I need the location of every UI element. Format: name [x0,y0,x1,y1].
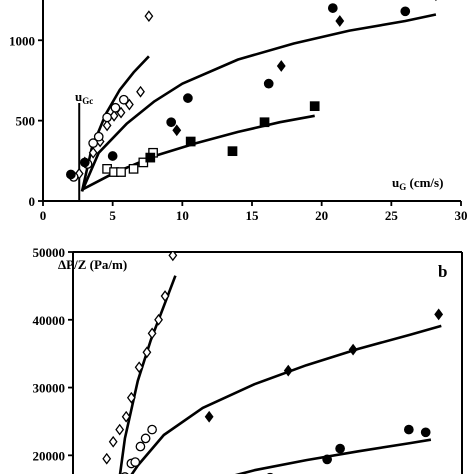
panel-b-point-open-circle [135,441,146,452]
x-axis-annotation-unit: (cm/s) [406,175,443,190]
panel-b-point-open-diamond [147,327,157,340]
panel-a-x-tick-label: 25 [385,208,399,223]
panel-a-point-open-circle [88,138,99,148]
y-axis-annotation: ΔP/Z (Pa/m) [58,257,127,272]
panel-b-point-open-diamond [168,252,178,262]
panel-a-x-ticks: 0 5 10 15 20 25 30 [40,201,468,223]
panel-a-point-open-circle [110,102,121,113]
panel-b-fit-curves [118,275,442,474]
panel-b-point-filled-circle [322,454,332,465]
panel-a-y-tick-label: 500 [16,114,36,129]
panel-b-point-filled-circle [335,443,345,454]
panel-a-point-open-square [128,164,139,174]
critical-velocity-label-main: u [75,89,82,104]
panel-a-point-open-diamond [144,10,154,23]
panel-a-x-tick-label: 0 [40,208,47,223]
panel-a-data-points [66,0,437,182]
panel-a-x-tick-label: 15 [246,208,260,223]
panel-b-point-filled-diamond [204,410,214,423]
panel-b-point-open-diamond [142,346,152,359]
panel-a-point-filled-circle [79,157,90,168]
panel-a-y-tick-label: 0 [29,194,36,209]
panel-b-y-ticks: 20000 30000 40000 50000 [33,245,73,463]
x-axis-annotation-main: u [392,175,399,190]
panel-a-point-open-diamond [88,146,98,159]
panel-a-point-open-diamond [136,85,145,98]
panel-b-point-open-circle [130,457,141,467]
panel-a-point-filled-diamond [276,60,286,72]
panel-b-fit-curve-3 [234,438,432,474]
panel-b-y-tick-label: 40000 [33,313,66,328]
panel-a-point-filled-circle [400,6,411,17]
panel-a-fit-curve-2 [80,13,437,192]
panel-a-fit-curve-1 [80,55,150,192]
x-axis-annotation: uG (cm/s) [392,175,443,192]
panel-b-fit-curve-1 [118,275,177,474]
panel-a-point-filled-diamond [172,124,182,137]
critical-velocity-label: uGc [75,89,93,106]
panel-a-x-tick-label: 30 [455,208,468,223]
panel-a-point-filled-diamond [335,15,345,27]
panel-a-point-filled-square [309,101,320,112]
panel-b-y-tick-label: 50000 [33,245,66,260]
panel-a-point-filled-circle [107,151,118,161]
panel-a-x-tick-label: 20 [315,208,328,223]
critical-velocity-label-sub: Gc [82,96,93,106]
panel-b-point-open-diamond [121,410,131,423]
panel-a-point-filled-circle [166,117,177,128]
panel-a-point-filled-circle [66,169,76,180]
panel-b-point-open-circle [147,424,157,435]
panel-b-point-open-diamond [160,290,170,302]
panel-b-y-tick-label: 20000 [33,448,66,463]
panel-b-point-filled-diamond [283,364,293,377]
panel-a-point-filled-square [185,136,196,147]
x-axis-annotation-sub: G [399,182,406,192]
panel-a-point-open-circle [93,131,104,142]
panel-label-b: b [438,262,447,281]
panel-a-point-filled-circle [183,93,193,103]
panel-a-point-filled-square [259,117,270,128]
panel-a-point-filled-circle [263,78,274,89]
panel-a-point-open-diamond [109,109,119,122]
panel-b-point-open-diamond [108,435,118,448]
panel-b-y-tick-label: 30000 [33,381,66,396]
panel-b-point-filled-circle [420,427,431,438]
panel-a-point-open-circle [118,94,129,105]
panel-a-point-open-circle [102,112,112,123]
panel-b-point-filled-diamond [434,308,444,321]
panel-a-y-tick-label: 1000 [9,33,35,48]
panel-a-point-filled-square [145,152,156,163]
panel-b-point-filled-circle [403,424,414,435]
panel-b-data-points [102,252,444,474]
panel-a-y-ticks: 0 500 1000 [9,33,43,209]
panel-a-point-filled-square [227,146,238,157]
panel-b-fit-curve-2 [130,324,442,474]
panel-b-point-filled-diamond [348,343,358,356]
panel-b-point-open-diamond [102,452,112,465]
panel-a-x-tick-label: 5 [109,208,116,223]
panel-a-point-open-square [116,167,126,177]
panel-a-point-open-diamond [102,119,112,132]
panel-a-x-tick-label: 10 [176,208,189,223]
panel-b-point-open-diamond [134,361,144,374]
panel-a-fit-curve-3 [81,114,315,191]
panel-a-point-filled-circle [327,3,338,13]
panel-b-point-open-diamond [115,423,125,436]
panel-b: 20000 30000 40000 50000 ΔP/Z (Pa/m) b [33,245,463,474]
panel-b-point-open-diamond [154,313,163,326]
panel-b-point-open-circle [140,433,151,444]
panel-b-point-open-diamond [126,391,136,404]
